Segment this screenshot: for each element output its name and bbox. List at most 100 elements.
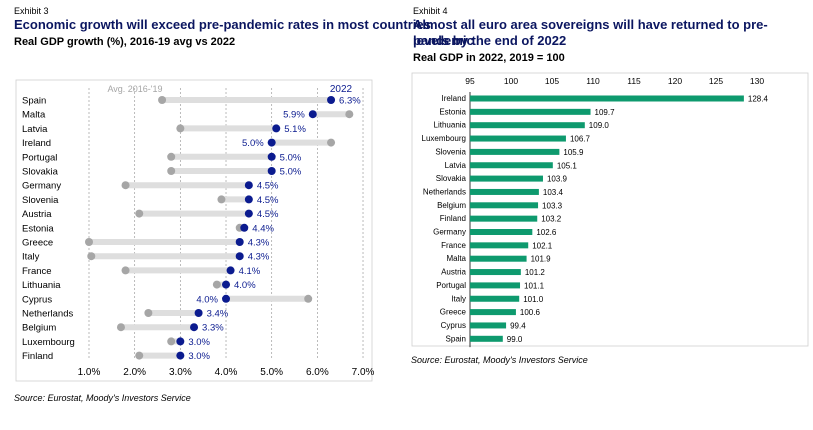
country-label: Greece <box>22 238 53 249</box>
country-label: Latvia <box>22 124 48 135</box>
x-tick-label: 115 <box>627 76 641 86</box>
x-tick-label: 5.0% <box>260 367 283 378</box>
value-label: 4.1% <box>239 266 261 277</box>
value-label: 3.3% <box>202 323 224 334</box>
avg-dot <box>116 323 125 332</box>
value-label: 4.0% <box>234 280 256 291</box>
value-2022-dot <box>267 167 276 175</box>
bar-value-label: 109.7 <box>595 108 616 117</box>
value-label: 4.3% <box>248 252 270 263</box>
bar-value-label: 106.7 <box>570 135 591 144</box>
country-label: Ireland <box>22 138 51 149</box>
value-label: 4.5% <box>257 209 279 220</box>
value-label: 4.3% <box>248 238 270 249</box>
x-tick-label: 130 <box>750 76 764 86</box>
bar <box>470 295 520 302</box>
avg-dot <box>144 309 153 317</box>
x-tick-label: 2.0% <box>123 367 146 378</box>
value-label: 4.0% <box>196 294 218 305</box>
value-2022-dot <box>176 337 185 346</box>
bar <box>470 309 516 316</box>
series-label-2022: 2022 <box>330 84 353 95</box>
category-label: Portugal <box>436 281 466 290</box>
value-2022-dot <box>244 209 253 218</box>
value-2022-dot <box>272 124 281 133</box>
left-exhibit-number: Exhibit 3 <box>14 6 49 16</box>
x-tick-label: 105 <box>545 76 559 86</box>
value-2022-dot <box>240 223 249 232</box>
right-chart-title-line2: levels by the end of 2022 <box>413 33 567 48</box>
country-label: Finland <box>22 351 53 362</box>
value-2022-dot <box>194 309 203 317</box>
x-tick-label: 100 <box>504 76 518 86</box>
value-label: 5.0% <box>242 138 264 149</box>
category-label: Malta <box>446 254 466 263</box>
avg-dot <box>345 110 354 119</box>
country-label: Spain <box>22 96 46 107</box>
right-chart-source: Source: Eurostat, Moody's Investors Serv… <box>411 355 588 365</box>
bar-value-label: 128.4 <box>748 95 769 104</box>
bar-value-label: 100.6 <box>520 308 541 317</box>
x-tick-label: 3.0% <box>169 367 192 378</box>
bar <box>470 282 521 289</box>
value-label: 4.5% <box>257 181 279 192</box>
avg-dot <box>167 152 176 161</box>
avg-dot <box>327 138 336 147</box>
bar-value-label: 103.3 <box>542 201 563 210</box>
value-label: 4.5% <box>257 195 279 206</box>
category-label: France <box>441 241 466 250</box>
value-label: 5.1% <box>284 124 306 135</box>
bar <box>470 135 566 142</box>
country-label: Slovenia <box>22 195 59 206</box>
value-label: 5.0% <box>280 167 302 178</box>
avg-dot <box>135 351 144 360</box>
value-2022-dot <box>222 294 231 303</box>
bar-value-label: 102.6 <box>536 228 557 237</box>
bar-chart: 95 100 105 110 115 120 125 130 Ireland 128.4 Eston… <box>411 72 809 348</box>
value-2022-dot <box>190 323 199 332</box>
value-2022-dot <box>327 96 336 104</box>
country-label: Lithuania <box>22 280 61 291</box>
plot-frame <box>411 72 809 347</box>
category-label: Belgium <box>437 201 466 210</box>
bar-value-label: 103.2 <box>541 215 562 224</box>
bar-value-label: 99.0 <box>507 335 523 344</box>
country-label: Italy <box>22 252 40 263</box>
bar <box>470 122 585 129</box>
bar <box>470 335 503 342</box>
category-label: Cyprus <box>441 321 466 330</box>
bar-value-label: 105.9 <box>563 148 584 157</box>
category-label: Netherlands <box>423 187 466 196</box>
category-label: Finland <box>440 214 466 223</box>
x-tick-label: 95 <box>465 76 475 86</box>
country-label: Luxembourg <box>22 337 75 348</box>
bar <box>470 188 539 195</box>
avg-dot <box>167 167 176 175</box>
right-chart-title-line1: Almost all euro area sovereigns will hav… <box>413 17 768 48</box>
value-2022-dot <box>308 110 317 119</box>
avg-dot <box>217 195 226 204</box>
avg-dot <box>212 280 221 289</box>
country-label: Germany <box>22 181 61 192</box>
value-2022-dot <box>235 238 244 246</box>
series-label-avg: Avg. 2016-'19 <box>107 84 162 94</box>
avg-dot <box>135 209 144 218</box>
country-label: Austria <box>22 209 52 220</box>
category-label: Greece <box>440 308 467 317</box>
x-tick-label: 6.0% <box>306 367 329 378</box>
bar <box>470 108 591 115</box>
avg-dot <box>176 124 185 133</box>
value-label: 3.0% <box>188 337 210 348</box>
avg-dot <box>304 294 313 303</box>
category-label: Spain <box>446 334 466 343</box>
bar-value-label: 99.4 <box>510 321 526 330</box>
avg-dot <box>87 252 96 261</box>
bar <box>470 255 527 262</box>
category-label: Austria <box>441 268 466 277</box>
x-tick-label: 4.0% <box>215 367 238 378</box>
category-label: Slovakia <box>436 174 467 183</box>
category-label: Germany <box>433 228 466 237</box>
value-2022-dot <box>244 181 253 190</box>
x-tick-label: 120 <box>668 76 682 86</box>
value-label: 4.4% <box>252 223 274 234</box>
